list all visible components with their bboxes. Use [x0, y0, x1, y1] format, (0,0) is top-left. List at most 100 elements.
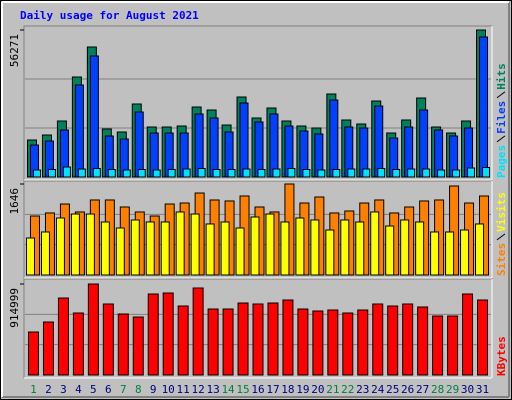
bar [235, 227, 245, 276]
bar [387, 305, 399, 376]
bar [237, 302, 249, 376]
bar [117, 313, 129, 376]
bar [460, 229, 470, 276]
bar [160, 221, 170, 276]
bar [329, 99, 339, 178]
y-tick-label: 56271 [8, 34, 21, 67]
bar [267, 302, 279, 376]
bar [87, 283, 99, 376]
bar [89, 55, 99, 178]
bar [102, 303, 114, 376]
bar [357, 309, 369, 376]
bar [92, 168, 101, 178]
x-tick-label: 10 [162, 383, 175, 396]
bar [282, 299, 294, 376]
bar [392, 169, 401, 178]
legend-label: Hits [495, 63, 508, 90]
bar [362, 168, 371, 178]
bar [62, 166, 71, 178]
bar [100, 221, 110, 276]
bar [269, 113, 279, 178]
bar [317, 169, 326, 178]
bar [257, 169, 266, 178]
bar [115, 227, 125, 276]
bar [72, 312, 84, 376]
legend-label: Files [495, 101, 508, 134]
legend-label: KBytes [495, 336, 508, 376]
bar [452, 169, 461, 178]
bar [295, 217, 305, 276]
bar [175, 211, 185, 276]
x-tick-label: 26 [401, 383, 414, 396]
bar [419, 109, 429, 178]
bar [207, 308, 219, 376]
x-tick-label: 28 [431, 383, 444, 396]
bar [55, 217, 65, 276]
bar [374, 105, 384, 178]
bar [467, 167, 476, 178]
bar [182, 168, 191, 178]
x-tick-label: 9 [150, 383, 157, 396]
bar [205, 223, 215, 276]
bar [194, 113, 204, 178]
y-tick-label: 1646 [8, 188, 21, 215]
bar [297, 308, 309, 376]
bar [254, 121, 264, 178]
bar [85, 213, 95, 276]
bar [227, 169, 236, 178]
x-tick-label: 6 [105, 383, 112, 396]
bar [145, 221, 155, 276]
x-tick-label: 12 [192, 383, 205, 396]
bar [137, 169, 146, 178]
x-tick-label: 11 [177, 383, 190, 396]
bar [32, 169, 41, 178]
bar [355, 221, 365, 276]
bar [25, 237, 35, 276]
bar [462, 293, 474, 376]
bar [312, 310, 324, 376]
x-tick-label: 2 [45, 383, 52, 396]
bar [47, 169, 56, 178]
bar [134, 111, 144, 178]
bar [422, 168, 431, 178]
legend-label: Sites [495, 243, 508, 276]
x-tick-label: 3 [60, 383, 67, 396]
bar [107, 169, 116, 178]
x-tick-label: 13 [206, 383, 219, 396]
bar [209, 117, 219, 178]
x-tick-label: 29 [446, 383, 459, 396]
x-tick-label: 21 [326, 383, 339, 396]
bar [27, 331, 39, 376]
x-tick-label: 18 [281, 383, 294, 396]
x-tick-label: 31 [476, 383, 489, 396]
bar [130, 219, 140, 276]
bar [147, 293, 159, 376]
bar [342, 312, 354, 376]
bar [370, 211, 380, 276]
bar [407, 168, 416, 178]
bar [242, 168, 251, 178]
legend-separator [496, 91, 506, 99]
bar [220, 221, 230, 276]
bar [190, 213, 200, 276]
x-tick-label: 23 [356, 383, 369, 396]
x-tick-label: 27 [416, 383, 429, 396]
y-tick-label: 914999 [8, 288, 21, 328]
bar [479, 36, 489, 178]
bar [74, 84, 84, 178]
x-tick-label: 19 [296, 383, 309, 396]
bar [239, 102, 249, 178]
x-tick-label: 16 [251, 383, 264, 396]
bar [287, 168, 296, 178]
x-tick-label: 14 [221, 383, 235, 396]
x-tick-label: 17 [266, 383, 279, 396]
bar [332, 169, 341, 178]
bar [325, 229, 335, 276]
bar [437, 169, 446, 178]
x-tick-label: 4 [75, 383, 82, 396]
x-tick-label: 1 [30, 383, 37, 396]
bar [340, 219, 350, 276]
bar [310, 219, 320, 276]
bar [372, 303, 384, 376]
